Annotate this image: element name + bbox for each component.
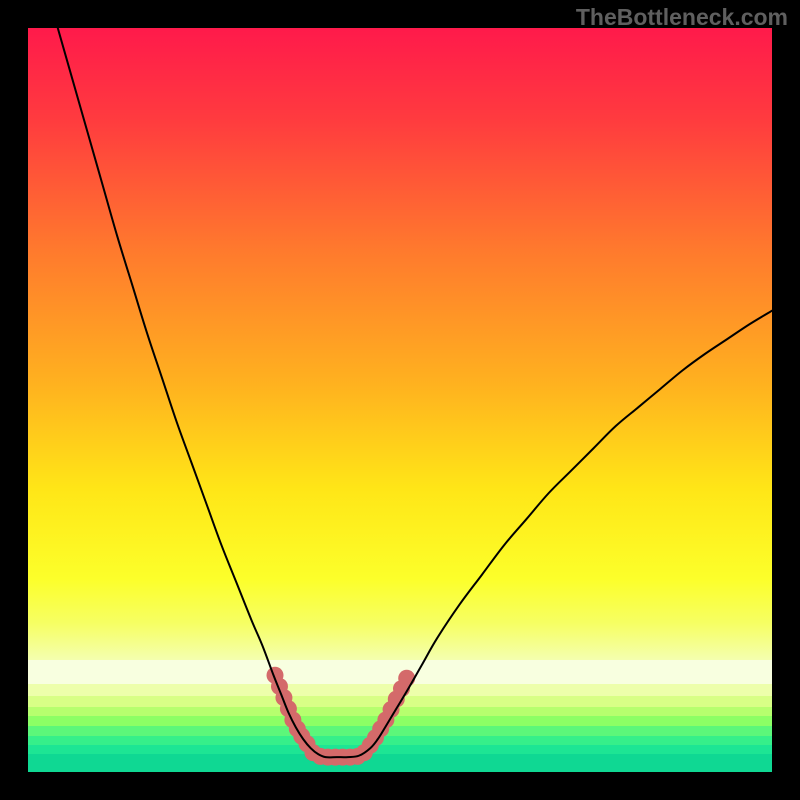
curve-marker: [398, 670, 415, 687]
chart-frame: { "watermark": { "text": "TheBottleneck.…: [0, 0, 800, 800]
watermark-text: TheBottleneck.com: [576, 4, 788, 31]
bottleneck-curve: [58, 28, 772, 757]
plot-area: [28, 28, 772, 772]
bottleneck-curve-svg: [28, 28, 772, 772]
